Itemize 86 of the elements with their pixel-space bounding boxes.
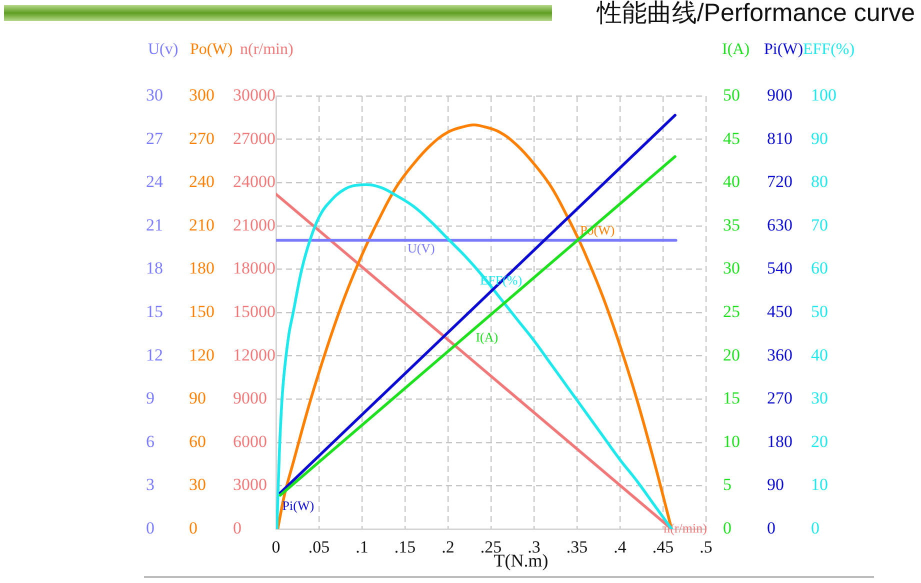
y3-tick-label: 18000 [233,258,276,278]
y3-tick-label: 30000 [233,85,276,104]
y2-tick-label: 180 [767,432,792,451]
y-tick-label: 9 [146,388,154,408]
y3-tick-label: 20 [811,432,828,451]
x-tick-label: .45 [652,538,674,557]
y3-tick-label: 12000 [233,345,276,364]
y3-tick-label: 3000 [233,475,267,494]
y-tick-label: 27 [146,128,164,148]
y-tick-label: 18 [146,258,163,278]
y3-axis-title: EFF(%) [803,41,855,58]
y2-tick-label: 300 [189,85,214,104]
y-axis-title: U(v) [148,41,178,58]
y3-tick-label: 9000 [233,388,267,408]
x-tick-label: .35 [566,538,588,557]
y-tick-label: 6 [146,432,154,451]
y2-tick-label: 90 [189,388,206,408]
y3-tick-label: 90 [811,128,828,148]
y3-tick-label: 0 [233,518,242,538]
y2-axis-title: Po(W) [190,41,233,58]
y-tick-label: 24 [146,172,164,192]
y-tick-label: 10 [723,432,740,451]
y2-tick-label: 900 [767,85,792,104]
y3-tick-label: 15000 [233,302,276,321]
y3-tick-label: 50 [811,302,828,321]
y-axis-title: I(A) [722,41,750,58]
y2-tick-label: 720 [767,172,792,192]
series-label: I(A) [476,330,498,345]
y-tick-label: 25 [723,302,740,321]
y3-tick-label: 27000 [233,128,276,148]
y2-tick-label: 0 [767,518,776,538]
y-tick-label: 45 [723,128,740,148]
y2-tick-label: 270 [767,388,792,408]
y2-tick-label: 0 [189,518,198,538]
y-tick-label: 5 [723,475,732,494]
x-tick-label: .1 [356,538,368,557]
y3-tick-label: 10 [811,475,828,494]
y2-axis-title: Pi(W) [764,41,804,58]
x-tick-label: .3 [528,538,540,557]
series-label: n(r/min) [664,520,707,536]
y2-tick-label: 180 [189,258,214,278]
x-tick-label: .5 [700,538,712,557]
y-tick-label: 35 [723,215,740,234]
y2-tick-label: 30 [189,475,206,494]
y-tick-label: 50 [723,85,740,104]
series-label: U(V) [407,240,435,256]
y3-tick-label: 0 [811,518,820,538]
chart-title: 性能曲线/Performance curve [596,0,915,27]
y2-tick-label: 360 [767,345,792,364]
y3-tick-label: 70 [811,215,828,234]
y2-tick-label: 270 [189,128,214,148]
y-tick-label: 30 [723,258,740,278]
y3-tick-label: 24000 [233,172,276,192]
y2-tick-label: 120 [189,345,214,364]
y-tick-label: 40 [723,172,740,192]
y2-tick-label: 60 [189,432,206,451]
x-tick-label: .2 [442,538,454,557]
y3-tick-label: 40 [811,345,828,364]
y-tick-label: 21 [146,215,163,234]
y3-tick-label: 60 [811,258,828,278]
y-tick-label: 0 [723,518,732,538]
y2-tick-label: 150 [189,302,214,321]
y2-tick-label: 450 [767,302,792,321]
y-tick-label: 20 [723,345,740,364]
y2-tick-label: 540 [767,258,792,278]
y3-tick-label: 100 [811,85,836,104]
y3-axis-title: n(r/min) [240,41,294,58]
y-tick-label: 15 [723,388,740,408]
x-tick-label: .05 [308,538,330,557]
y2-tick-label: 240 [189,172,214,192]
y3-tick-label: 80 [811,172,828,192]
x-tick-label: .4 [614,538,627,557]
y3-tick-label: 6000 [233,432,267,451]
y-tick-label: 12 [146,345,163,364]
y-tick-label: 30 [146,85,163,104]
y2-tick-label: 630 [767,215,792,234]
x-tick-label: 0 [272,538,280,557]
y3-tick-label: 21000 [233,215,276,234]
y-tick-label: 15 [146,302,163,321]
y2-tick-label: 90 [767,475,784,494]
y-tick-label: 0 [146,518,154,538]
y3-tick-label: 30 [811,388,828,408]
y2-tick-label: 210 [189,215,214,234]
y2-tick-label: 810 [767,128,792,148]
x-tick-label: .15 [394,538,416,557]
y-tick-label: 3 [146,475,154,494]
